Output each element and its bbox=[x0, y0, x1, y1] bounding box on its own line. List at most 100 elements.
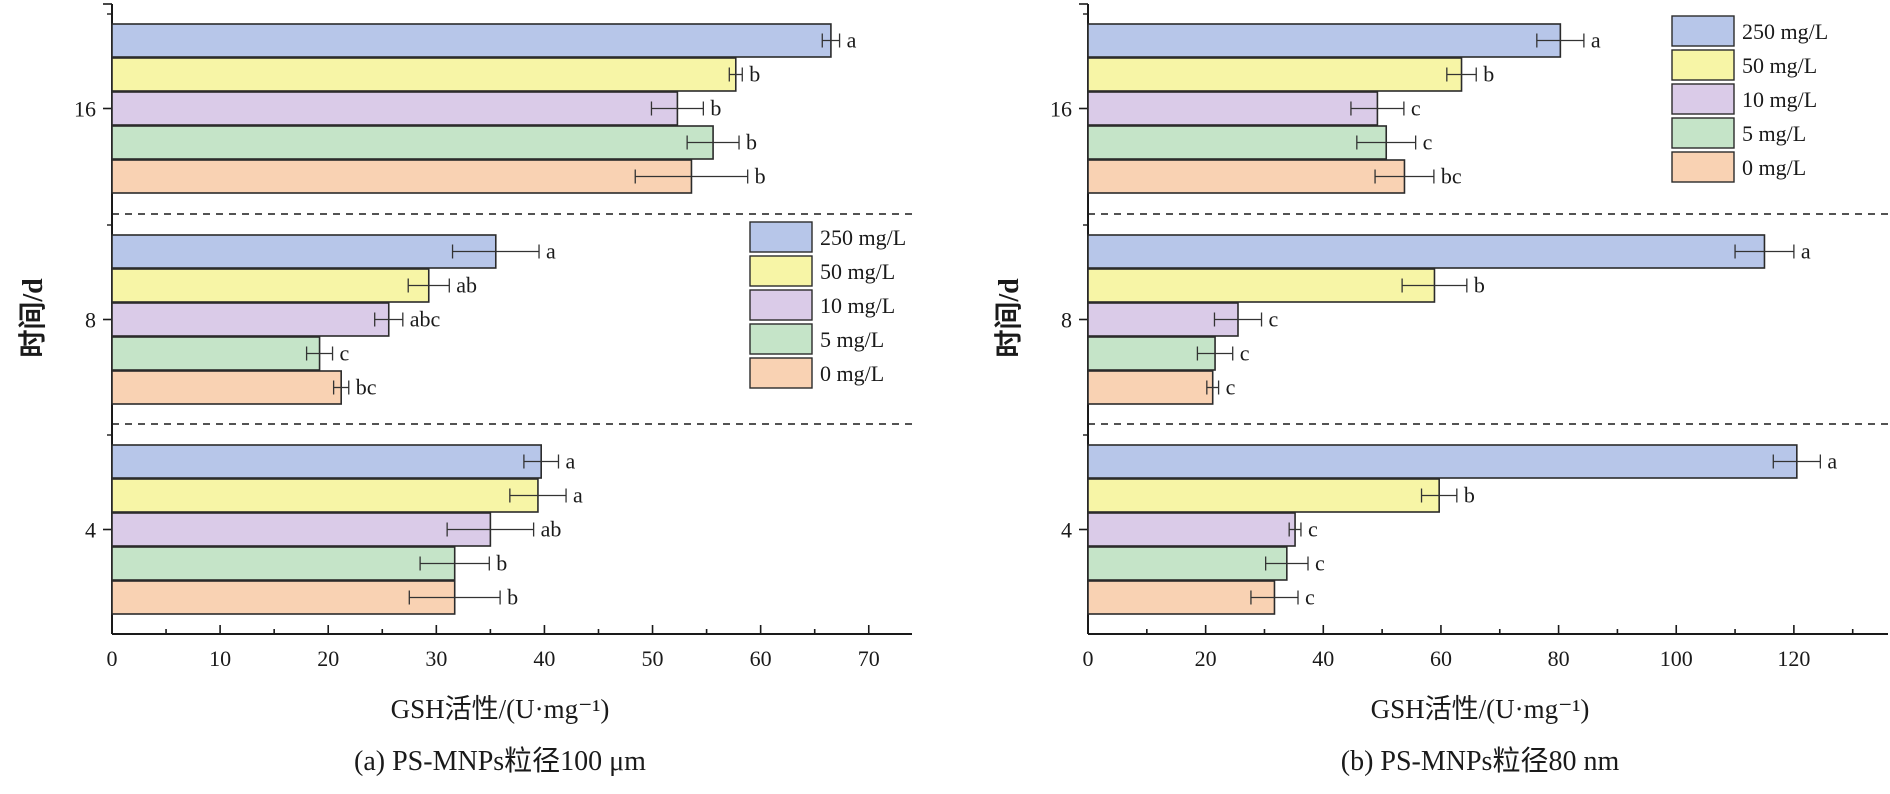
bar-50mgl-day16 bbox=[111, 57, 737, 92]
legend: 250 mg/L 50 mg/L 10 mg/L 5 mg/L 0 mg/L bbox=[749, 221, 906, 389]
bar-50mgl-day4 bbox=[111, 478, 539, 513]
bar-0mgl-day16 bbox=[1087, 159, 1406, 194]
bar-50mgl-day8 bbox=[111, 268, 430, 303]
bar-0mgl-day8 bbox=[111, 370, 342, 405]
bar-5mgl-day16 bbox=[1087, 125, 1388, 160]
bar-250mgl-day4 bbox=[111, 444, 542, 479]
significance-letter: abc bbox=[410, 307, 441, 332]
significance-letter: a bbox=[546, 239, 556, 264]
legend-label: 250 mg/L bbox=[1742, 19, 1828, 44]
significance-letter: b bbox=[710, 96, 721, 121]
bar-5mgl-day4 bbox=[111, 546, 456, 581]
legend-swatch bbox=[1671, 15, 1735, 47]
significance-letter: ab bbox=[456, 273, 477, 298]
significance-letter: c bbox=[1423, 130, 1433, 155]
x-tick-label: 120 bbox=[1777, 646, 1810, 671]
legend-label: 50 mg/L bbox=[1742, 53, 1817, 78]
bar-10mgl-day8 bbox=[111, 302, 390, 337]
y-tick-label: 4 bbox=[85, 518, 96, 543]
bar-50mgl-day4 bbox=[1087, 478, 1440, 513]
y-axis-title: 时间/d bbox=[993, 278, 1025, 358]
bar-0mgl-day4 bbox=[111, 580, 456, 615]
bar-10mgl-day16 bbox=[1087, 91, 1379, 126]
x-tick-label: 60 bbox=[1430, 646, 1452, 671]
significance-letter: c bbox=[1411, 96, 1421, 121]
bar-5mgl-day4 bbox=[1087, 546, 1288, 581]
y-tick-label: 8 bbox=[85, 308, 96, 333]
legend-label: 50 mg/L bbox=[820, 259, 895, 284]
legend-swatch bbox=[1671, 151, 1735, 183]
significance-letter: c bbox=[1305, 585, 1315, 610]
bar-5mgl-day8 bbox=[111, 336, 321, 371]
x-tick-label: 0 bbox=[107, 646, 118, 671]
x-tick-label: 20 bbox=[317, 646, 339, 671]
significance-letter: a bbox=[1801, 239, 1811, 264]
legend-label: 0 mg/L bbox=[1742, 155, 1806, 180]
x-tick-label: 70 bbox=[858, 646, 880, 671]
significance-letter: c bbox=[340, 341, 350, 366]
x-tick-label: 30 bbox=[425, 646, 447, 671]
chart-panel-a: 0 10 20 30 40 50 60 704816aaaaabbababcbbcbbbcb2… bbox=[17, 3, 912, 777]
x-tick-label: 100 bbox=[1660, 646, 1693, 671]
bar-0mgl-day16 bbox=[111, 159, 693, 194]
y-tick-label: 4 bbox=[1061, 518, 1072, 543]
significance-letter: a bbox=[573, 483, 583, 508]
bar-10mgl-day16 bbox=[111, 91, 679, 126]
significance-letter: b bbox=[755, 164, 766, 189]
x-tick-label: 0 bbox=[1083, 646, 1094, 671]
significance-letter: c bbox=[1315, 551, 1325, 576]
x-tick-label: 10 bbox=[209, 646, 231, 671]
significance-letter: b bbox=[746, 130, 757, 155]
significance-letter: b bbox=[1483, 62, 1494, 87]
bar-250mgl-day16 bbox=[1087, 23, 1562, 58]
bar-50mgl-day16 bbox=[1087, 57, 1463, 92]
x-axis-title: GSH活性/(U·mg⁻¹) bbox=[391, 694, 610, 724]
x-tick-label: 40 bbox=[533, 646, 555, 671]
bar-250mgl-day8 bbox=[111, 234, 497, 269]
bar-250mgl-day8 bbox=[1087, 234, 1766, 269]
legend-label: 10 mg/L bbox=[820, 293, 895, 318]
x-tick-label: 20 bbox=[1195, 646, 1217, 671]
significance-letter: a bbox=[565, 449, 575, 474]
figure-caption: (b) PS-MNPs粒径80 nm bbox=[1341, 745, 1620, 777]
legend-label: 250 mg/L bbox=[820, 225, 906, 250]
legend-swatch bbox=[1671, 83, 1735, 115]
legend-label: 0 mg/L bbox=[820, 361, 884, 386]
significance-letter: c bbox=[1226, 375, 1236, 400]
x-tick-label: 40 bbox=[1312, 646, 1334, 671]
y-axis-title: 时间/d bbox=[17, 278, 49, 358]
significance-letter: b bbox=[507, 585, 518, 610]
bar-0mgl-day4 bbox=[1087, 580, 1276, 615]
bar-5mgl-day8 bbox=[1087, 336, 1216, 371]
significance-letter: b bbox=[1474, 273, 1485, 298]
bar-250mgl-day16 bbox=[111, 23, 832, 58]
significance-letter: c bbox=[1240, 341, 1250, 366]
bar-10mgl-day4 bbox=[1087, 512, 1296, 547]
legend-label: 10 mg/L bbox=[1742, 87, 1817, 112]
legend-swatch bbox=[749, 323, 813, 355]
legend-swatch bbox=[1671, 117, 1735, 149]
significance-letter: b bbox=[749, 62, 760, 87]
significance-letter: a bbox=[847, 28, 857, 53]
y-tick-label: 16 bbox=[74, 97, 96, 122]
x-tick-label: 80 bbox=[1548, 646, 1570, 671]
bar-0mgl-day8 bbox=[1087, 370, 1214, 405]
significance-letter: bc bbox=[356, 375, 377, 400]
x-tick-label: 60 bbox=[750, 646, 772, 671]
legend-swatch bbox=[749, 255, 813, 287]
significance-letter: ab bbox=[541, 517, 562, 542]
significance-letter: b bbox=[496, 551, 507, 576]
legend-label: 5 mg/L bbox=[820, 327, 884, 352]
legend-swatch bbox=[749, 289, 813, 321]
bar-250mgl-day4 bbox=[1087, 444, 1798, 479]
significance-letter: a bbox=[1591, 28, 1601, 53]
x-axis-title: GSH活性/(U·mg⁻¹) bbox=[1371, 694, 1590, 724]
significance-letter: b bbox=[1464, 483, 1475, 508]
legend-swatch bbox=[749, 221, 813, 253]
significance-letter: a bbox=[1827, 449, 1837, 474]
legend-swatch bbox=[749, 357, 813, 389]
significance-letter: bc bbox=[1441, 164, 1462, 189]
bar-50mgl-day8 bbox=[1087, 268, 1436, 303]
